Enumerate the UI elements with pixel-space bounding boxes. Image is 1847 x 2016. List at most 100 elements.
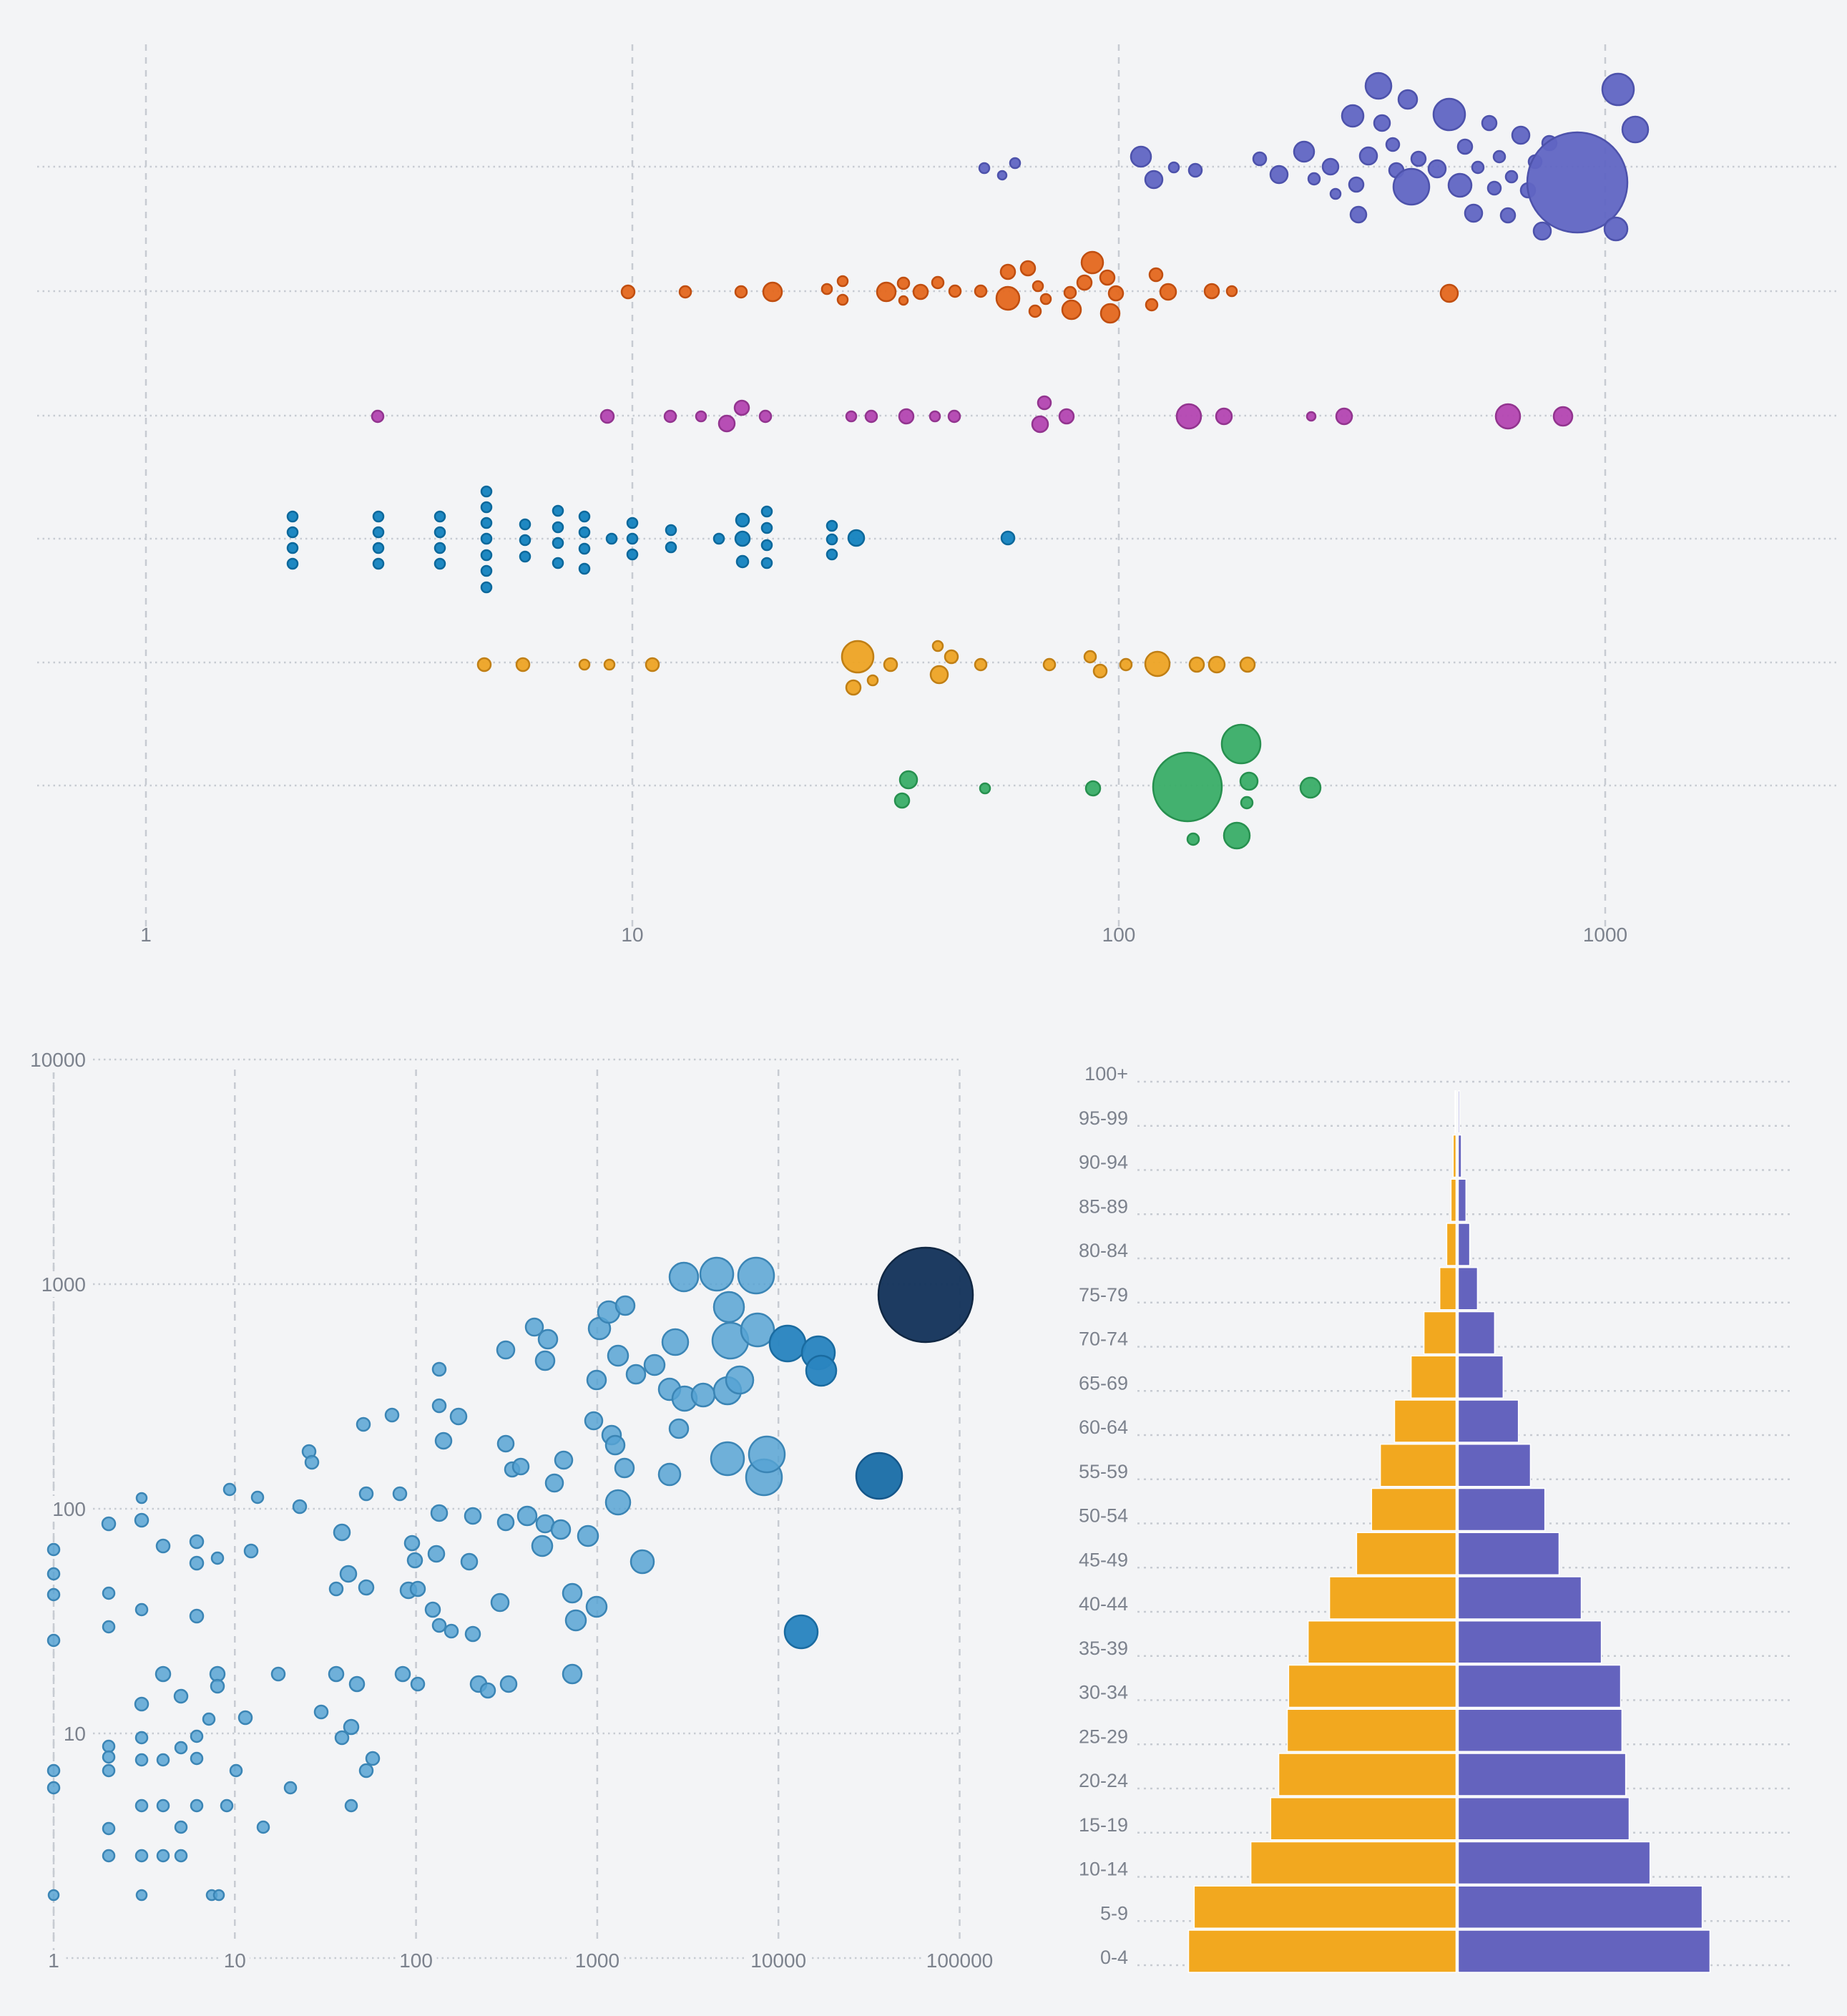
bubble-group-1-indigo (1511, 125, 1531, 145)
scatter-bubble (392, 1486, 408, 1502)
scatter-bubble (174, 1849, 188, 1863)
scatter-bubble (190, 1751, 204, 1766)
bubble-group-6-green (1186, 832, 1200, 846)
scatter-bubble (365, 1751, 381, 1766)
pyramid-bar-right (1457, 1797, 1630, 1841)
bubble-group-4-blue (760, 522, 773, 534)
bubble-group-2-orange (1076, 274, 1093, 291)
scatter-bubble (625, 1364, 647, 1385)
bubble-group-4-blue (735, 512, 750, 528)
bubble-group-5-yellow (578, 658, 591, 671)
scatter-bubble (550, 1519, 572, 1540)
bubble-group-3-magenta (929, 410, 941, 423)
bubble-group-4-blue (372, 526, 385, 539)
bubble-group-4-blue (552, 521, 564, 534)
bubble-group-4-blue (734, 530, 751, 547)
bubble-group-4-blue (760, 539, 773, 552)
bubble-group-2-orange (734, 285, 748, 299)
bubble-group-4-blue (480, 532, 493, 545)
bubble-group-4-blue (847, 529, 866, 547)
bubble-group-3-magenta (1058, 408, 1075, 425)
scatter-bubble (805, 1354, 838, 1387)
scatter-bubble (768, 1324, 807, 1363)
pyramid-bar-left (1250, 1841, 1457, 1885)
bubble-group-2-orange (1063, 285, 1077, 300)
scatter-bubble (394, 1665, 411, 1683)
scatter-bubble (155, 1538, 171, 1554)
bubble-group-5-yellow (476, 657, 492, 672)
scatter-bubble (431, 1618, 447, 1633)
bubble-group-5-yellow (866, 674, 879, 687)
scatter-bubble (339, 1565, 358, 1583)
bubble-group-3-magenta (599, 408, 615, 424)
age-group-label: 65-69 (1079, 1372, 1128, 1394)
age-group-label: 55-59 (1079, 1461, 1128, 1482)
age-group-label: 85-89 (1079, 1195, 1128, 1217)
bubble-group-5-yellow (1042, 657, 1057, 672)
age-group-label: 40-44 (1079, 1593, 1128, 1615)
scatter-bubble (564, 1609, 587, 1632)
scatter-bubble (661, 1328, 690, 1356)
scatter-bubble (283, 1781, 298, 1795)
scatter-bubble (343, 1718, 360, 1736)
bubble-group-5-yellow (1188, 656, 1205, 673)
scatter-bubble (544, 1473, 564, 1493)
bubble-group-1-indigo (1486, 180, 1502, 196)
pyramid-bar-left (1371, 1487, 1457, 1532)
label-backing (746, 1950, 811, 1975)
bubble-group-1-indigo (1329, 187, 1342, 200)
scatter-bubble (102, 1750, 116, 1764)
scatter-bubble (403, 1535, 421, 1552)
scatter-bubble (156, 1849, 170, 1863)
bubble-group-2-orange (1145, 298, 1159, 312)
age-group-label: 5-9 (1100, 1902, 1128, 1924)
x-tick-label: 1000 (1583, 924, 1627, 946)
scatter-bubble (102, 1586, 116, 1600)
bubble-group-1-indigo (1009, 157, 1022, 170)
bubble-group-4-blue (286, 526, 299, 539)
bubble-group-5-yellow (929, 665, 949, 685)
scatter-bubble (101, 1516, 117, 1532)
bubble-group-3-magenta (1031, 415, 1049, 434)
scatter-bubble (46, 1633, 61, 1648)
pyramid-bar-left (1452, 1134, 1457, 1178)
scatter-bubble (537, 1328, 559, 1350)
bubble-group-2-orange (931, 275, 945, 290)
bubble-group-1-indigo (1397, 89, 1419, 110)
pyramid-bar-left (1187, 1929, 1457, 1973)
bubble-group-4-blue (1000, 530, 1016, 546)
bubble-group-2-orange (678, 285, 692, 299)
scatter-bubble (740, 1312, 775, 1348)
bubble-group-4-blue (605, 532, 618, 545)
scatter-bubble (47, 1889, 60, 1902)
bubble-group-4-blue (665, 541, 677, 554)
label-backing (46, 1496, 90, 1522)
pyramid-bar-left (1286, 1708, 1457, 1752)
scatter-bubble (156, 1753, 170, 1767)
pyramid-bar-right (1457, 1355, 1504, 1399)
x-tick-label: 1000 (575, 1949, 619, 1972)
pyramid-bar-left (1410, 1355, 1457, 1399)
bubble-group-6-green (1220, 723, 1262, 765)
scatter-bubble (490, 1592, 510, 1613)
y-tick-label: 1000 (41, 1273, 86, 1296)
scatter-bubble (464, 1625, 481, 1643)
scatter-bubble (496, 1513, 515, 1532)
pyramid-bar-right (1457, 1664, 1622, 1708)
scatter-bubble (46, 1542, 61, 1557)
bubble-group-1-indigo (1187, 162, 1203, 178)
bubble-group-5-yellow (1144, 650, 1171, 677)
bubble-group-5-yellow (645, 657, 660, 672)
x-tick-label: 100000 (926, 1949, 993, 1972)
bubble-group-1-indigo (1341, 104, 1365, 128)
bubble-group-4-blue (372, 542, 385, 554)
bubble-group-2-orange (1099, 269, 1116, 286)
bubble-group-1-indigo (1621, 115, 1650, 144)
label-backing (44, 1950, 63, 1975)
scatter-bubble (725, 1365, 755, 1395)
scatter-bubble (189, 1534, 205, 1550)
bubble-group-1-indigo (1252, 151, 1268, 167)
bubble-group-3-magenta (1305, 411, 1317, 422)
scatter-bubble (607, 1344, 629, 1367)
bubble-group-1-indigo (1532, 221, 1552, 241)
